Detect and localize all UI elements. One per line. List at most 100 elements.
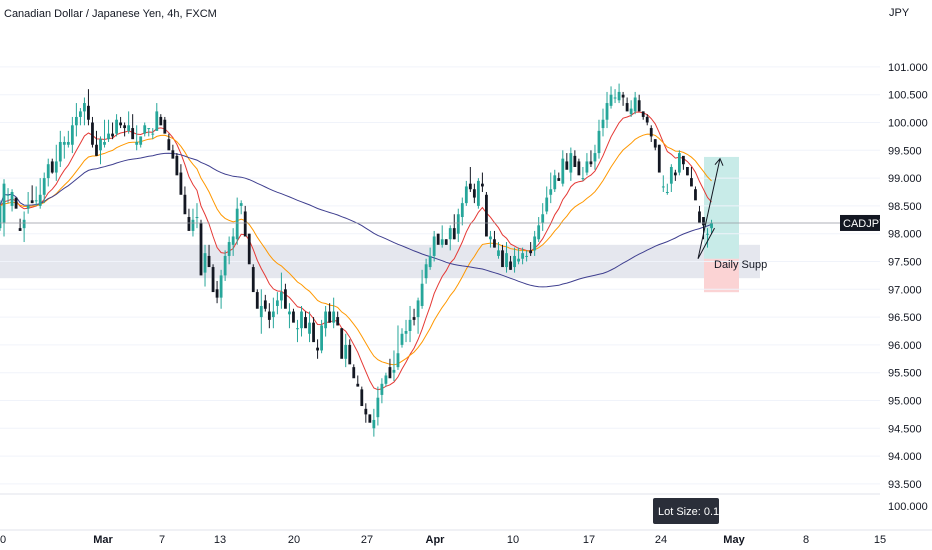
candle-body <box>127 125 131 131</box>
candle-body <box>139 136 143 145</box>
symbol-tag-bg <box>840 214 882 231</box>
candle-body <box>549 189 553 195</box>
x-tick-label: 24 <box>655 534 667 546</box>
candle-body <box>710 223 713 229</box>
candle-body <box>677 153 681 173</box>
candle-body <box>163 119 167 134</box>
candle-body <box>561 158 565 184</box>
candle-body <box>99 139 102 151</box>
candle-body <box>589 161 593 165</box>
ma-slow-line <box>0 152 712 288</box>
candle-body <box>476 180 480 206</box>
candle-body <box>107 133 110 140</box>
candle-body <box>34 200 38 202</box>
candle-body <box>657 144 661 173</box>
candle-body <box>296 328 299 330</box>
candle-body <box>585 161 589 173</box>
symbol-tag: CADJPY <box>843 218 887 230</box>
candle-body <box>665 192 669 194</box>
candle-body <box>440 239 444 245</box>
candle-body <box>432 236 436 256</box>
y-tick-label: 99.000 <box>888 173 922 185</box>
candle-body <box>645 116 649 123</box>
y-tick-label: 97.000 <box>888 284 922 296</box>
candle-body <box>316 347 319 351</box>
candle-body <box>267 311 271 320</box>
x-tick-label: 0 <box>0 534 6 546</box>
candle-body <box>565 161 569 170</box>
candle-body <box>26 205 30 209</box>
candle-body <box>641 111 645 117</box>
x-tick-label: 7 <box>159 534 165 546</box>
candle-body <box>621 94 625 98</box>
candle-body <box>324 311 328 329</box>
ma-fast-line <box>0 111 712 391</box>
candle-body <box>493 239 496 248</box>
candle-body <box>332 311 336 323</box>
candle-body <box>436 233 440 245</box>
candle-body <box>372 419 376 429</box>
candle-body <box>682 155 685 165</box>
candle-body <box>489 236 492 240</box>
candle-body <box>525 255 529 257</box>
candle-body <box>320 325 323 351</box>
candle-body <box>501 250 504 268</box>
candle-body <box>605 103 609 120</box>
candle-body <box>74 116 78 126</box>
candle-body <box>340 328 344 359</box>
candle-body <box>179 172 183 195</box>
lot-size-label: Lot Size: 0.11 <box>658 506 724 518</box>
candle-body <box>66 141 70 145</box>
candle-body <box>255 292 259 309</box>
candle-body <box>135 141 139 145</box>
candle-body <box>686 166 689 176</box>
candle-body <box>553 175 557 190</box>
candle-body <box>633 97 637 112</box>
y-tick-label: 98.500 <box>888 201 922 213</box>
candle-body <box>62 141 66 145</box>
x-tick-label: 8 <box>803 534 809 546</box>
candle-body <box>360 389 364 407</box>
projection-arrowhead <box>714 157 724 166</box>
candle-body <box>239 203 243 206</box>
candle-body <box>497 250 500 256</box>
x-tick-label: 20 <box>288 534 300 546</box>
candle-body <box>0 205 2 229</box>
candle-body <box>404 330 408 334</box>
candle-body <box>207 255 211 268</box>
candle-body <box>215 289 219 298</box>
candle-body <box>87 105 90 120</box>
lot-size-box <box>653 498 719 524</box>
candle-body <box>275 300 279 306</box>
candle-body <box>545 197 549 212</box>
candle-body <box>288 311 291 315</box>
candle-body <box>79 111 82 117</box>
candle-body <box>155 111 159 131</box>
candle-body <box>452 228 456 240</box>
candle-body <box>577 161 581 176</box>
candle-body <box>694 189 697 201</box>
y-tick-label: 99.500 <box>888 145 922 157</box>
candle-body <box>183 194 187 215</box>
candle-body <box>581 178 585 180</box>
candle-body <box>653 139 657 148</box>
candle-body <box>380 383 384 395</box>
candle-body <box>308 322 311 334</box>
candle-body <box>22 219 26 229</box>
candle-body <box>223 255 227 276</box>
candle-body <box>187 217 191 231</box>
candle-body <box>625 103 629 112</box>
candle-body <box>284 289 287 309</box>
candle-body <box>280 292 283 301</box>
candle-body <box>46 164 50 179</box>
candle-body <box>464 186 468 204</box>
y-tick-label: 97.500 <box>888 257 922 269</box>
candle-body <box>597 130 601 154</box>
candle-body <box>231 236 235 245</box>
candle-body <box>521 253 524 259</box>
candle-body <box>384 375 388 384</box>
candle-body <box>416 300 420 318</box>
y-tick-label: 95.500 <box>888 368 922 380</box>
candle-body <box>448 228 452 240</box>
